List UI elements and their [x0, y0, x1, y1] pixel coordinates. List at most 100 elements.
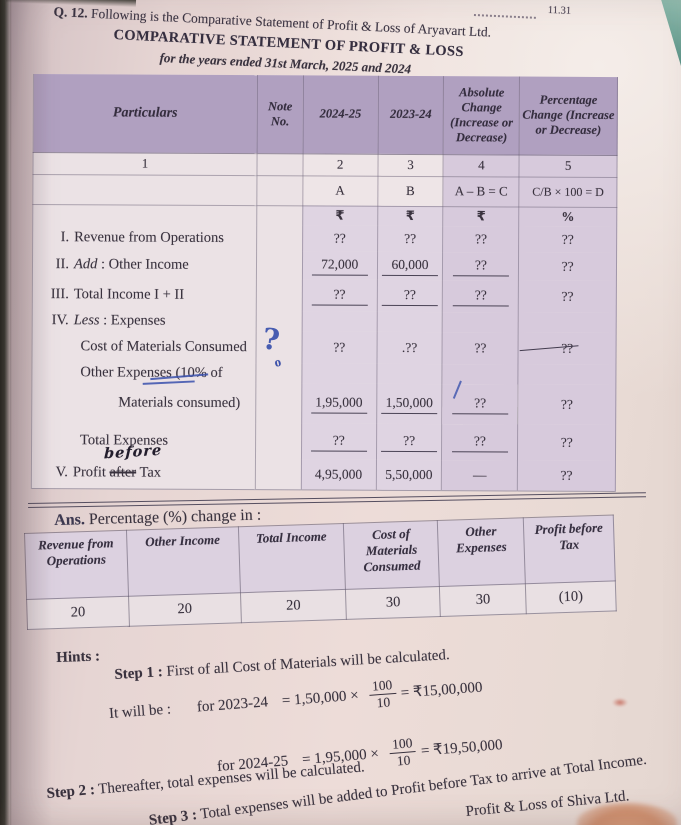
value-cell: 5,50,000 — [375, 459, 442, 491]
header-absolute-change: Absolute Change (Increase or Decrease) — [443, 76, 520, 155]
rupee-symbol: ₹ — [443, 206, 520, 227]
ans-header: Other Income — [126, 526, 241, 597]
ans-header: Other Expenses — [437, 517, 526, 587]
calc-expression: = 1,50,000 × — [281, 687, 360, 710]
column-code-row: A B A – B = C C/B × 100 = D — [32, 174, 617, 208]
header-particulars: Particulars — [33, 74, 258, 154]
value-underlined: 1,95,000 — [310, 393, 367, 414]
row-label: Cost of Materials Consumed — [80, 337, 247, 355]
row-label: Revenue from Operations — [74, 228, 224, 246]
fingertip — [577, 803, 677, 825]
row-label: Tax — [136, 464, 162, 481]
value-underlined: ?? — [452, 256, 509, 276]
section-divider-rule — [28, 492, 646, 508]
row-label: Profit — [72, 464, 110, 481]
value-cell: ?? — [518, 252, 617, 282]
value-cell: 4,95,000 — [301, 459, 377, 490]
book-left-edge — [0, 0, 12, 825]
table-row-other-income: II. Add : Other Income 72,000 60,000 ?? ?… — [32, 250, 617, 282]
unit-cell — [32, 204, 257, 226]
value-cell: ?? — [518, 226, 617, 254]
struck-word: after — [109, 464, 137, 481]
value-cell: ?? — [442, 332, 519, 365]
fraction-denominator: 10 — [376, 694, 391, 711]
value-cell: ?? — [518, 280, 617, 314]
table-row-cost-of-materials: Cost of Materials Consumed? o ?? .?? ?? ?… — [31, 321, 617, 370]
calc-intro: It will be : — [108, 701, 172, 723]
ans-value: 30 — [345, 586, 441, 620]
page-number: 11.31 — [547, 5, 572, 17]
percent-symbol: % — [518, 206, 617, 228]
header-percentage-change: Percentage Change (Increase or Decrease) — [519, 76, 618, 156]
hints-heading: Hints : — [56, 648, 101, 666]
row-label: : Expenses — [99, 311, 166, 329]
ans-header: Profit before Tax — [523, 514, 616, 584]
row-label: Total Income I + II — [73, 285, 185, 303]
fraction-denominator: 10 — [396, 752, 411, 769]
step3-label: Step 3 : — [148, 807, 198, 825]
value-cell: ?? — [517, 424, 616, 462]
fraction-numerator: 100 — [388, 735, 417, 755]
ans-value: (10) — [525, 580, 617, 614]
row-label-italic: Add — [73, 255, 98, 272]
value-cell: — — [441, 460, 518, 491]
value-struck-through: ?? — [561, 340, 574, 356]
col-index — [256, 153, 303, 176]
value-underlined: 60,000 — [381, 256, 439, 276]
answer-text: Percentage (%) change in : — [84, 506, 262, 529]
col-code: B — [377, 175, 444, 207]
col-index: 3 — [377, 153, 444, 177]
value-cell: ?? — [302, 225, 378, 252]
value-underlined: ?? — [451, 432, 509, 452]
ans-header: Cost of Materials Consumed — [343, 520, 440, 590]
row-label: Materials consumed) — [118, 393, 241, 411]
question-number: Q. 12. — [53, 4, 89, 21]
step2-label: Step 2 : — [46, 781, 96, 802]
value-underlined: ?? — [381, 286, 438, 306]
rupee-symbol: ₹ — [377, 205, 444, 227]
ans-value: 20 — [240, 589, 347, 623]
col-index: 5 — [519, 154, 618, 178]
comparative-statement-table: Particulars Note No. 2024-25 2023-24 Abs… — [30, 74, 618, 492]
header-2023-24: 2023-24 — [377, 75, 444, 155]
ans-header: Total Income — [238, 523, 346, 593]
col-code: C/B × 100 = D — [519, 176, 617, 208]
step1-label: Step 1 : — [114, 664, 164, 683]
value-underlined: 1,50,000 — [381, 394, 438, 414]
value-cell: ?? — [301, 331, 377, 364]
fraction-numerator: 100 — [368, 677, 396, 696]
value-cell: ?? — [443, 226, 519, 253]
col-code — [256, 175, 303, 206]
value-underlined: ?? — [310, 431, 367, 452]
page-gutter-shadow — [10, 0, 52, 825]
ans-value: 20 — [128, 592, 242, 627]
calc-year: for 2023-24 — [196, 694, 269, 716]
value-cell: ?? — [377, 225, 444, 253]
table-row-profit: V. Profit after before Tax 4,95,000 5,50,0… — [31, 442, 616, 492]
table-row-other-expenses-line2: Materials consumed) 1,95,000 1,50,000 ??… — [31, 380, 616, 426]
col-index: 4 — [443, 154, 520, 177]
value-underlined: ?? — [311, 285, 368, 306]
table-header-row: Particulars Note No. 2024-25 2023-24 Abs… — [33, 74, 618, 156]
answer-label: Ans. — [54, 511, 86, 529]
unit-cell — [256, 205, 303, 226]
col-code — [32, 174, 257, 206]
value-cell: ?? — [517, 384, 616, 426]
header-note-no: Note No. — [256, 75, 304, 154]
rupee-symbol: ₹ — [302, 205, 378, 226]
row-label: : Other Income — [97, 255, 189, 273]
value-cell: ?? — [517, 460, 616, 492]
background-corner — [661, 0, 681, 66]
dotted-leader — [473, 14, 536, 19]
table-row-revenue: I. Revenue from Operations ?? ?? ?? ?? — [32, 224, 617, 254]
header-2024-25: 2024-25 — [302, 75, 379, 154]
col-code: A — [302, 175, 378, 206]
value-cell: .?? — [376, 331, 443, 365]
value-underlined: ?? — [452, 286, 509, 306]
step1-text: First of all Cost of Materials will be c… — [166, 647, 451, 680]
value-underlined: ?? — [381, 432, 438, 452]
value-underlined: ?? — [452, 394, 509, 414]
value-underlined: 72,000 — [311, 255, 368, 276]
red-ink-smudge — [612, 698, 628, 707]
